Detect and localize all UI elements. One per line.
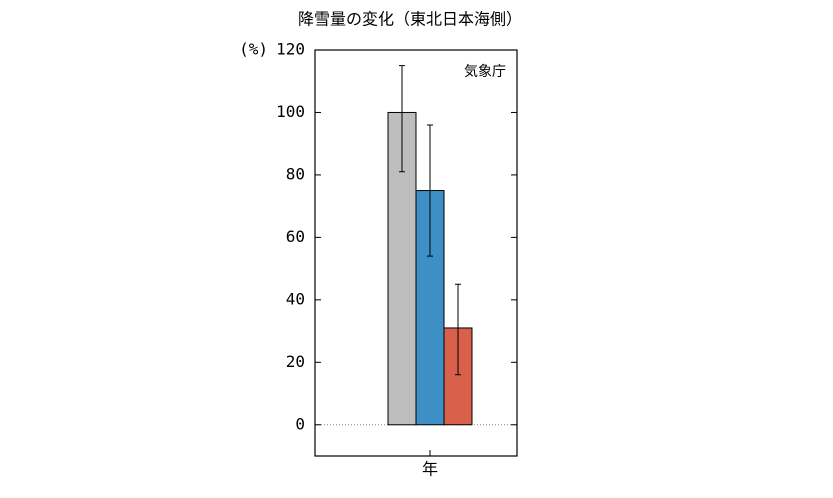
error-bar-upper bbox=[427, 124, 433, 191]
y-tick-label: 40 bbox=[286, 289, 305, 308]
y-tick-label: 60 bbox=[286, 227, 305, 246]
error-bar-upper bbox=[399, 65, 405, 113]
y-tick-label: 20 bbox=[286, 352, 305, 371]
y-tick-label: 80 bbox=[286, 164, 305, 183]
chart-title: 降雪量の変化（東北日本海側） bbox=[298, 10, 522, 29]
y-tick-label: 100 bbox=[276, 102, 305, 121]
x-tick-label: 年 bbox=[422, 460, 438, 479]
plot-frame bbox=[314, 49, 518, 457]
y-axis-label: (%) bbox=[239, 40, 268, 59]
error-bar-upper bbox=[455, 283, 461, 328]
error-bar-lower bbox=[399, 112, 405, 173]
y-tick-label: 120 bbox=[276, 40, 305, 59]
error-bar-lower bbox=[427, 190, 433, 257]
y-tick-label: 0 bbox=[295, 414, 305, 433]
annotation: 気象庁 bbox=[464, 64, 506, 80]
error-bar-lower bbox=[455, 327, 461, 376]
